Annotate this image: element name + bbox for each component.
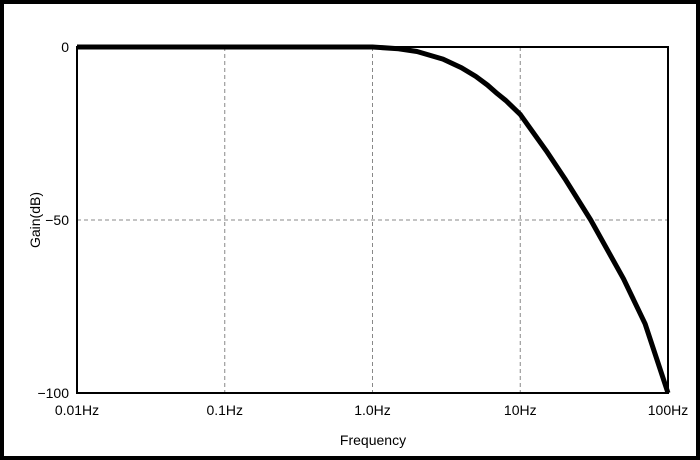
x-tick-label: 0.1Hz [206,402,243,418]
y-tick-label: 0 [61,39,69,55]
y-axis-label: Gain(dB) [27,192,43,248]
grid-lines [77,47,668,393]
y-tick-label: −50 [45,212,69,228]
x-tick-label: 1.0Hz [354,402,391,418]
y-tick-label: −100 [37,385,69,401]
x-axis-label: Frequency [340,432,406,448]
x-tick-label: 10Hz [504,402,537,418]
series-line [77,44,671,394]
y-tick-labels: 0 −50 −100 [37,39,69,401]
x-tick-label: 0.01Hz [55,402,99,418]
x-tick-labels: 0.01Hz 0.1Hz 1.0Hz 10Hz 100Hz [55,402,688,418]
x-tick-label: 100Hz [648,402,688,418]
